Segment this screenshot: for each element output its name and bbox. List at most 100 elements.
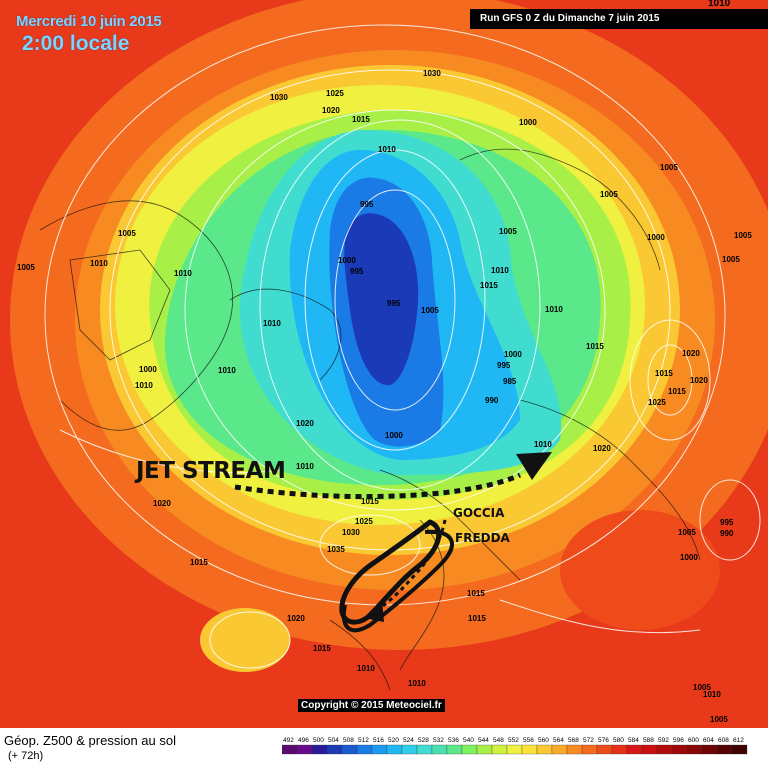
legend-subtitle: (+ 72h) — [8, 750, 44, 762]
isobar-label: 1005 — [678, 528, 696, 537]
isobar-label: 1020 — [682, 349, 700, 358]
scale-tick-label: 576 — [598, 737, 609, 744]
scale-swatch — [716, 744, 733, 755]
scale-swatch — [641, 744, 658, 755]
scale-tick-label: 492 — [283, 737, 294, 744]
scale-swatch — [386, 744, 403, 755]
isobar-label: 1010 — [703, 690, 721, 699]
legend-footer: Géop. Z500 & pression au sol (+ 72h) 492… — [0, 728, 768, 768]
isobar-label: 1005 — [17, 263, 35, 272]
scale-swatch — [731, 744, 748, 755]
scale-swatch — [371, 744, 388, 755]
isobar-label: 1025 — [326, 89, 344, 98]
scale-swatch — [656, 744, 673, 755]
isobar-label: 1005 — [421, 306, 439, 315]
copyright-notice: Copyright © 2015 Meteociel.fr — [298, 699, 445, 712]
isobar-label: 1025 — [355, 517, 373, 526]
isobar-labels: 1030 1025 1020 1015 1010 1030 1000 1005 … — [17, 69, 752, 724]
isobar-label: 1020 — [690, 376, 708, 385]
cold-drop-arrowhead — [364, 600, 384, 622]
scale-swatch — [476, 744, 493, 755]
isobar-label: 1005 — [710, 715, 728, 724]
isobar-label: 990 — [485, 396, 499, 405]
scale-swatch — [521, 744, 538, 755]
cold-drop-outer-loop — [341, 529, 454, 633]
scale-swatch — [416, 744, 433, 755]
isobar-label: 1010 — [296, 462, 314, 471]
forecast-time: 2:00 locale — [22, 32, 130, 55]
run-info: Run GFS 0 Z du Dimanche 7 juin 2015 — [470, 9, 768, 29]
isobar-label: 1010 — [135, 381, 153, 390]
scale-tick-label: 600 — [688, 737, 699, 744]
field-darkblue-core — [344, 213, 419, 386]
isobar-label: 1020 — [593, 444, 611, 453]
scale-swatch — [491, 744, 508, 755]
scale-tick-label: 512 — [358, 737, 369, 744]
scale-swatch — [296, 744, 313, 755]
isobar-label: 1015 — [190, 558, 208, 567]
scale-swatch — [536, 744, 553, 755]
isobar-label: 1010 — [90, 259, 108, 268]
isobar-label: 1015 — [361, 497, 379, 506]
scale-tick-label: 564 — [553, 737, 564, 744]
isobar-label: 1010 — [378, 145, 396, 154]
isobar-label: 1000 — [504, 350, 522, 359]
isobar-label: 1020 — [296, 419, 314, 428]
jet-stream-label: JET STREAM — [134, 458, 285, 484]
isobar-contours — [44, 24, 761, 669]
scale-tick-label: 612 — [733, 737, 744, 744]
scale-tick-label: 584 — [628, 737, 639, 744]
scale-tick-label: 524 — [403, 737, 414, 744]
scale-tick-label: 604 — [703, 737, 714, 744]
isobar-label: 1010 — [174, 269, 192, 278]
scale-tick-label: 548 — [493, 737, 504, 744]
isobar-label: 1030 — [270, 93, 288, 102]
scale-swatch — [282, 744, 298, 755]
fredda-label: FREDDA — [455, 531, 511, 545]
cold-drop-track — [374, 519, 447, 614]
cold-drop-annotation: GOCCIA FREDDA — [339, 506, 511, 633]
isobar-label: 995 — [387, 299, 401, 308]
scale-tick-label: 568 — [568, 737, 579, 744]
scale-tick-label: 532 — [433, 737, 444, 744]
scale-tick-label: 508 — [343, 737, 354, 744]
isobar-label: 1005 — [499, 227, 517, 236]
scale-tick-label: 504 — [328, 737, 339, 744]
isobar-label: 1020 — [287, 614, 305, 623]
scale-tick-label: 556 — [523, 737, 534, 744]
isobar-label: 1030 — [342, 528, 360, 537]
legend-title: Géop. Z500 & pression au sol — [4, 733, 176, 748]
scale-swatch — [356, 744, 373, 755]
isobar-label: 1015 — [352, 115, 370, 124]
scale-swatch — [701, 744, 718, 755]
isobar-label: 995 — [497, 361, 511, 370]
isobar-label: 1010 — [218, 366, 236, 375]
field-warm-blob-east — [560, 510, 720, 630]
scale-swatch — [506, 744, 523, 755]
isobar-label: 1015 — [313, 644, 331, 653]
isobar-label: 990 — [720, 529, 734, 538]
forecast-date: Mercredi 10 juin 2015 — [16, 13, 162, 30]
isobar-label: 1015 — [586, 342, 604, 351]
isobar-label: 1005 — [693, 683, 711, 692]
isobar-label: 995 — [350, 267, 364, 276]
scale-tick-label: 496 — [298, 737, 309, 744]
scale-swatch — [431, 744, 448, 755]
scale-swatch — [341, 744, 358, 755]
scale-tick-label: 560 — [538, 737, 549, 744]
isobar-label: 1015 — [668, 387, 686, 396]
isobar-label: 1015 — [480, 281, 498, 290]
scale-tick-label: 596 — [673, 737, 684, 744]
isobar-label: 1010 — [545, 305, 563, 314]
scale-swatch — [311, 744, 328, 755]
isobar-label: 1000 — [338, 256, 356, 265]
scale-tick-label: 536 — [448, 737, 459, 744]
isobar-label: 1020 — [322, 106, 340, 115]
isobar-label: 1000 — [385, 431, 403, 440]
geopotential-map: 1030 1025 1020 1015 1010 1030 1000 1005 … — [0, 0, 768, 728]
isobar-label: 985 — [503, 377, 517, 386]
isobar-label: 1000 — [519, 118, 537, 127]
isobar-label: 1030 — [423, 69, 441, 78]
isobar-label: 1005 — [118, 229, 136, 238]
scale-swatch — [446, 744, 463, 755]
